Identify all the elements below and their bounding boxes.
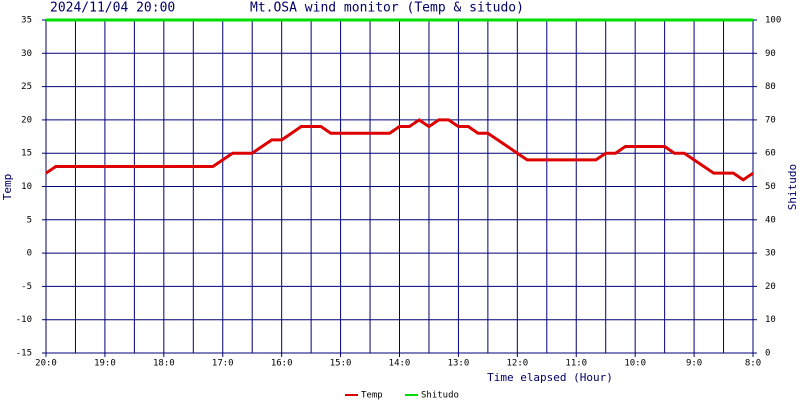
series-line <box>45 118 754 182</box>
chart-subtitle: 2024/11/04 20:00 <box>50 1 175 16</box>
y2-tick-label: 20 <box>765 282 776 292</box>
y2-tick-label: 60 <box>765 149 776 159</box>
x-tick-label: 10:0 <box>624 359 646 369</box>
y-tick-label: 5 <box>27 215 32 225</box>
y2-tick-label: 0 <box>765 349 770 359</box>
chart-title: Mt.OSA wind monitor (Temp & situdo) <box>250 1 524 16</box>
y2-tick-label: 80 <box>765 82 776 92</box>
y-axis-label: Temp <box>1 174 14 201</box>
y2-tick-label: 50 <box>765 182 776 192</box>
y-tick-label: -5 <box>21 282 32 292</box>
x-tick-label: 13:0 <box>448 359 470 369</box>
y-tick-label: 20 <box>21 115 32 125</box>
y-tick-label: 25 <box>21 82 32 92</box>
x-tick-label: 14:0 <box>389 359 411 369</box>
x-tick-label: 19:0 <box>94 359 116 369</box>
y-tick-label: 0 <box>27 249 32 259</box>
y-tick-label: 15 <box>21 149 32 159</box>
y2-tick-label: 30 <box>765 249 776 259</box>
y-tick-label: 35 <box>21 16 32 26</box>
x-tick-label: 17:0 <box>212 359 234 369</box>
legend-label: Shitudo <box>421 391 459 400</box>
x-tick-label: 20:0 <box>35 359 57 369</box>
x-tick-label: 8:0 <box>745 359 761 369</box>
y-tick-label: 30 <box>21 49 32 59</box>
y2-tick-label: 90 <box>765 49 776 59</box>
y2-tick-label: 70 <box>765 115 776 125</box>
x-tick-label: 16:0 <box>271 359 293 369</box>
y2-axis-label: Shitudo <box>786 164 799 210</box>
y-tick-label: 10 <box>21 182 32 192</box>
x-tick-label: 11:0 <box>565 359 587 369</box>
y-tick-label: -10 <box>16 315 32 325</box>
y2-tick-label: 10 <box>765 315 776 325</box>
x-tick-label: 12:0 <box>506 359 528 369</box>
y2-tick-label: 40 <box>765 215 776 225</box>
y-tick-label: -15 <box>16 349 32 359</box>
x-tick-label: 18:0 <box>153 359 175 369</box>
x-tick-label: 15:0 <box>330 359 352 369</box>
x-tick-label: 9:0 <box>686 359 702 369</box>
x-axis-label: Time elapsed (Hour) <box>487 371 613 384</box>
legend-label: Temp <box>361 391 383 400</box>
y2-tick-label: 100 <box>765 16 781 26</box>
